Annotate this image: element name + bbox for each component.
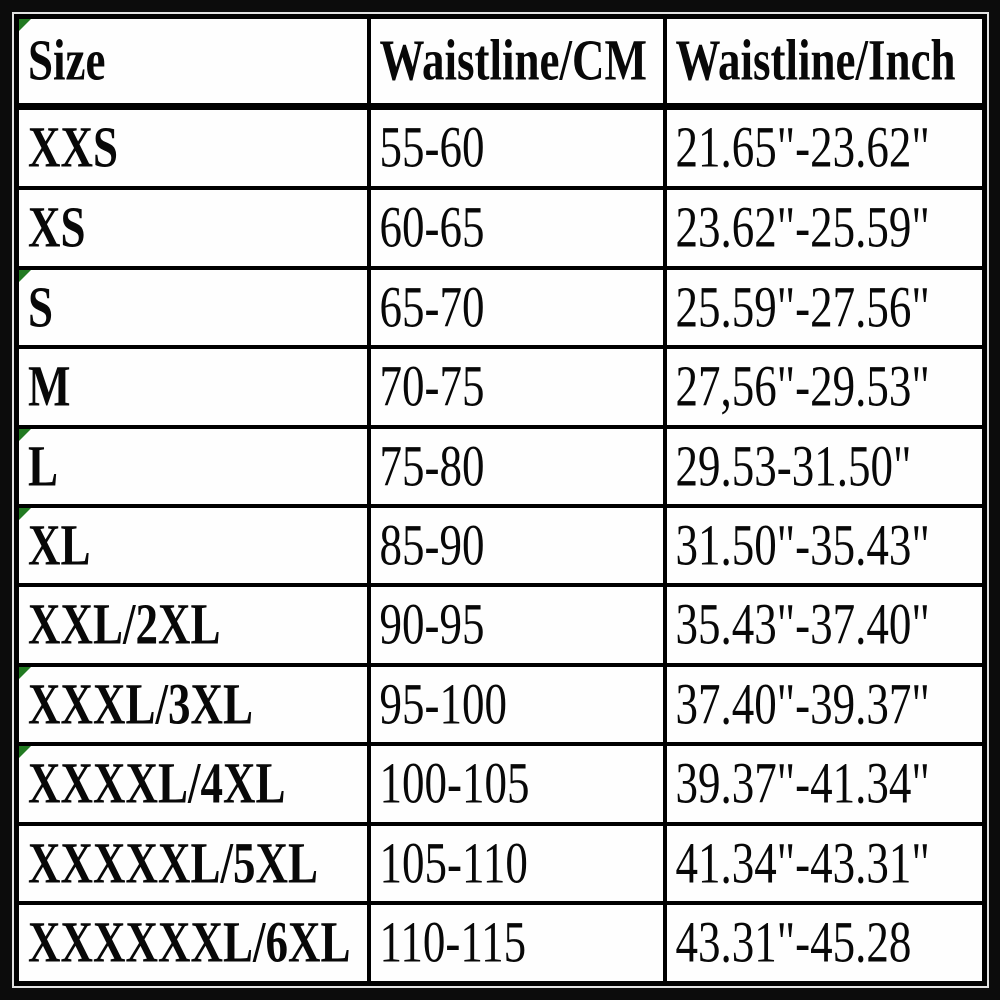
size-cell: XXXXXL/5XL: [14, 821, 371, 906]
size-cell: XXXXXXL/6XL: [14, 901, 371, 986]
inch-cell: 39.37"-41.34": [662, 742, 987, 826]
table-row: M 70-75 27,56"-29.53": [14, 345, 987, 429]
table-header-row: Size Waistline/CM Waistline/Inch: [14, 14, 987, 110]
cm-cell: 60-65: [366, 186, 667, 270]
size-cell: XXXXL/4XL: [14, 742, 371, 826]
size-cell: XXXL/3XL: [14, 662, 371, 747]
cm-cell: 65-70: [366, 265, 667, 350]
inch-cell: 21.65"-23.62": [662, 104, 987, 191]
table-sheet: Size Waistline/CM Waistline/Inch XXS 55-…: [12, 12, 989, 988]
header-size: Size: [14, 14, 371, 110]
cm-cell: 110-115: [366, 901, 667, 986]
size-cell: XL: [14, 503, 371, 588]
inch-cell: 37.40"-39.37": [662, 662, 987, 747]
table-row: XXXXL/4XL 100-105 39.37"-41.34": [14, 742, 987, 826]
inch-cell: 35.43"-37.40": [662, 583, 987, 667]
table-row: XXXXXXL/6XL 110-115 43.31"-45.28: [14, 901, 987, 986]
size-cell: S: [14, 265, 371, 350]
cm-cell: 75-80: [366, 424, 667, 508]
cm-cell: 90-95: [366, 583, 667, 667]
size-cell: M: [14, 345, 371, 429]
size-cell: L: [14, 424, 371, 508]
cm-cell: 105-110: [366, 821, 667, 906]
table-row: XXS 55-60 21.65"-23.62": [14, 104, 987, 191]
header-waistline-inch: Waistline/Inch: [662, 14, 987, 110]
inch-cell: 23.62"-25.59": [662, 186, 987, 270]
table-row: S 65-70 25.59"-27.56": [14, 265, 987, 350]
table-row: XL 85-90 31.50"-35.43": [14, 503, 987, 588]
inch-cell: 25.59"-27.56": [662, 265, 987, 350]
inch-cell: 41.34"-43.31": [662, 821, 987, 906]
table-row: L 75-80 29.53-31.50": [14, 424, 987, 508]
table-row: XXL/2XL 90-95 35.43"-37.40": [14, 583, 987, 667]
inch-cell: 29.53-31.50": [662, 424, 987, 508]
inch-cell: 31.50"-35.43": [662, 503, 987, 588]
size-chart-table: Size Waistline/CM Waistline/Inch XXS 55-…: [14, 14, 987, 986]
inch-cell: 43.31"-45.28: [662, 901, 987, 986]
cm-cell: 100-105: [366, 742, 667, 826]
cm-cell: 55-60: [366, 104, 667, 191]
size-cell: XS: [14, 186, 371, 270]
size-cell: XXS: [14, 104, 371, 191]
header-waistline-cm: Waistline/CM: [366, 14, 667, 110]
table-row: XXXXXL/5XL 105-110 41.34"-43.31": [14, 821, 987, 906]
cm-cell: 85-90: [366, 503, 667, 588]
table-row: XS 60-65 23.62"-25.59": [14, 186, 987, 270]
cm-cell: 70-75: [366, 345, 667, 429]
inch-cell: 27,56"-29.53": [662, 345, 987, 429]
cm-cell: 95-100: [366, 662, 667, 747]
table-row: XXXL/3XL 95-100 37.40"-39.37": [14, 662, 987, 747]
size-cell: XXL/2XL: [14, 583, 371, 667]
